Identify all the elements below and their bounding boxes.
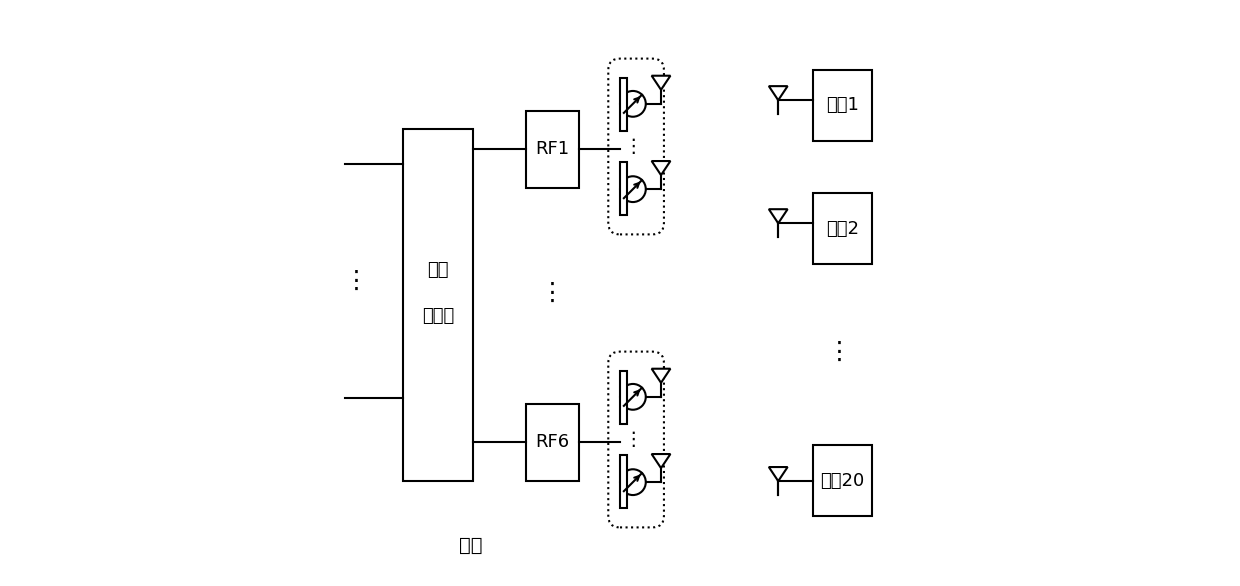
Polygon shape bbox=[652, 369, 671, 383]
Polygon shape bbox=[652, 454, 671, 468]
Text: 用户2: 用户2 bbox=[826, 220, 859, 237]
FancyBboxPatch shape bbox=[813, 70, 872, 141]
Text: 预编码: 预编码 bbox=[422, 308, 455, 325]
Polygon shape bbox=[769, 86, 787, 100]
Text: 用户1: 用户1 bbox=[826, 97, 859, 114]
Text: ⋮: ⋮ bbox=[827, 340, 852, 363]
Text: 基站: 基站 bbox=[459, 536, 482, 554]
Circle shape bbox=[620, 469, 646, 495]
Text: 数字: 数字 bbox=[428, 261, 449, 278]
Circle shape bbox=[620, 384, 646, 410]
FancyBboxPatch shape bbox=[620, 78, 627, 131]
FancyBboxPatch shape bbox=[620, 162, 627, 215]
Circle shape bbox=[620, 91, 646, 117]
Text: RF6: RF6 bbox=[536, 434, 569, 451]
FancyBboxPatch shape bbox=[526, 111, 579, 188]
Text: ⋮: ⋮ bbox=[624, 430, 642, 449]
Text: 用户20: 用户20 bbox=[821, 472, 864, 489]
Polygon shape bbox=[769, 209, 787, 223]
Text: ⋮: ⋮ bbox=[541, 281, 565, 305]
Polygon shape bbox=[652, 161, 671, 175]
FancyBboxPatch shape bbox=[609, 352, 663, 527]
FancyBboxPatch shape bbox=[609, 59, 663, 234]
Circle shape bbox=[620, 176, 646, 202]
FancyBboxPatch shape bbox=[526, 404, 579, 481]
FancyBboxPatch shape bbox=[620, 455, 627, 508]
Polygon shape bbox=[769, 467, 787, 481]
FancyBboxPatch shape bbox=[403, 129, 474, 481]
Text: ⋮: ⋮ bbox=[343, 270, 368, 293]
Polygon shape bbox=[652, 76, 671, 90]
Text: RF1: RF1 bbox=[536, 141, 569, 158]
FancyBboxPatch shape bbox=[813, 193, 872, 264]
Text: ⋮: ⋮ bbox=[624, 137, 642, 156]
FancyBboxPatch shape bbox=[620, 371, 627, 424]
FancyBboxPatch shape bbox=[813, 445, 872, 516]
